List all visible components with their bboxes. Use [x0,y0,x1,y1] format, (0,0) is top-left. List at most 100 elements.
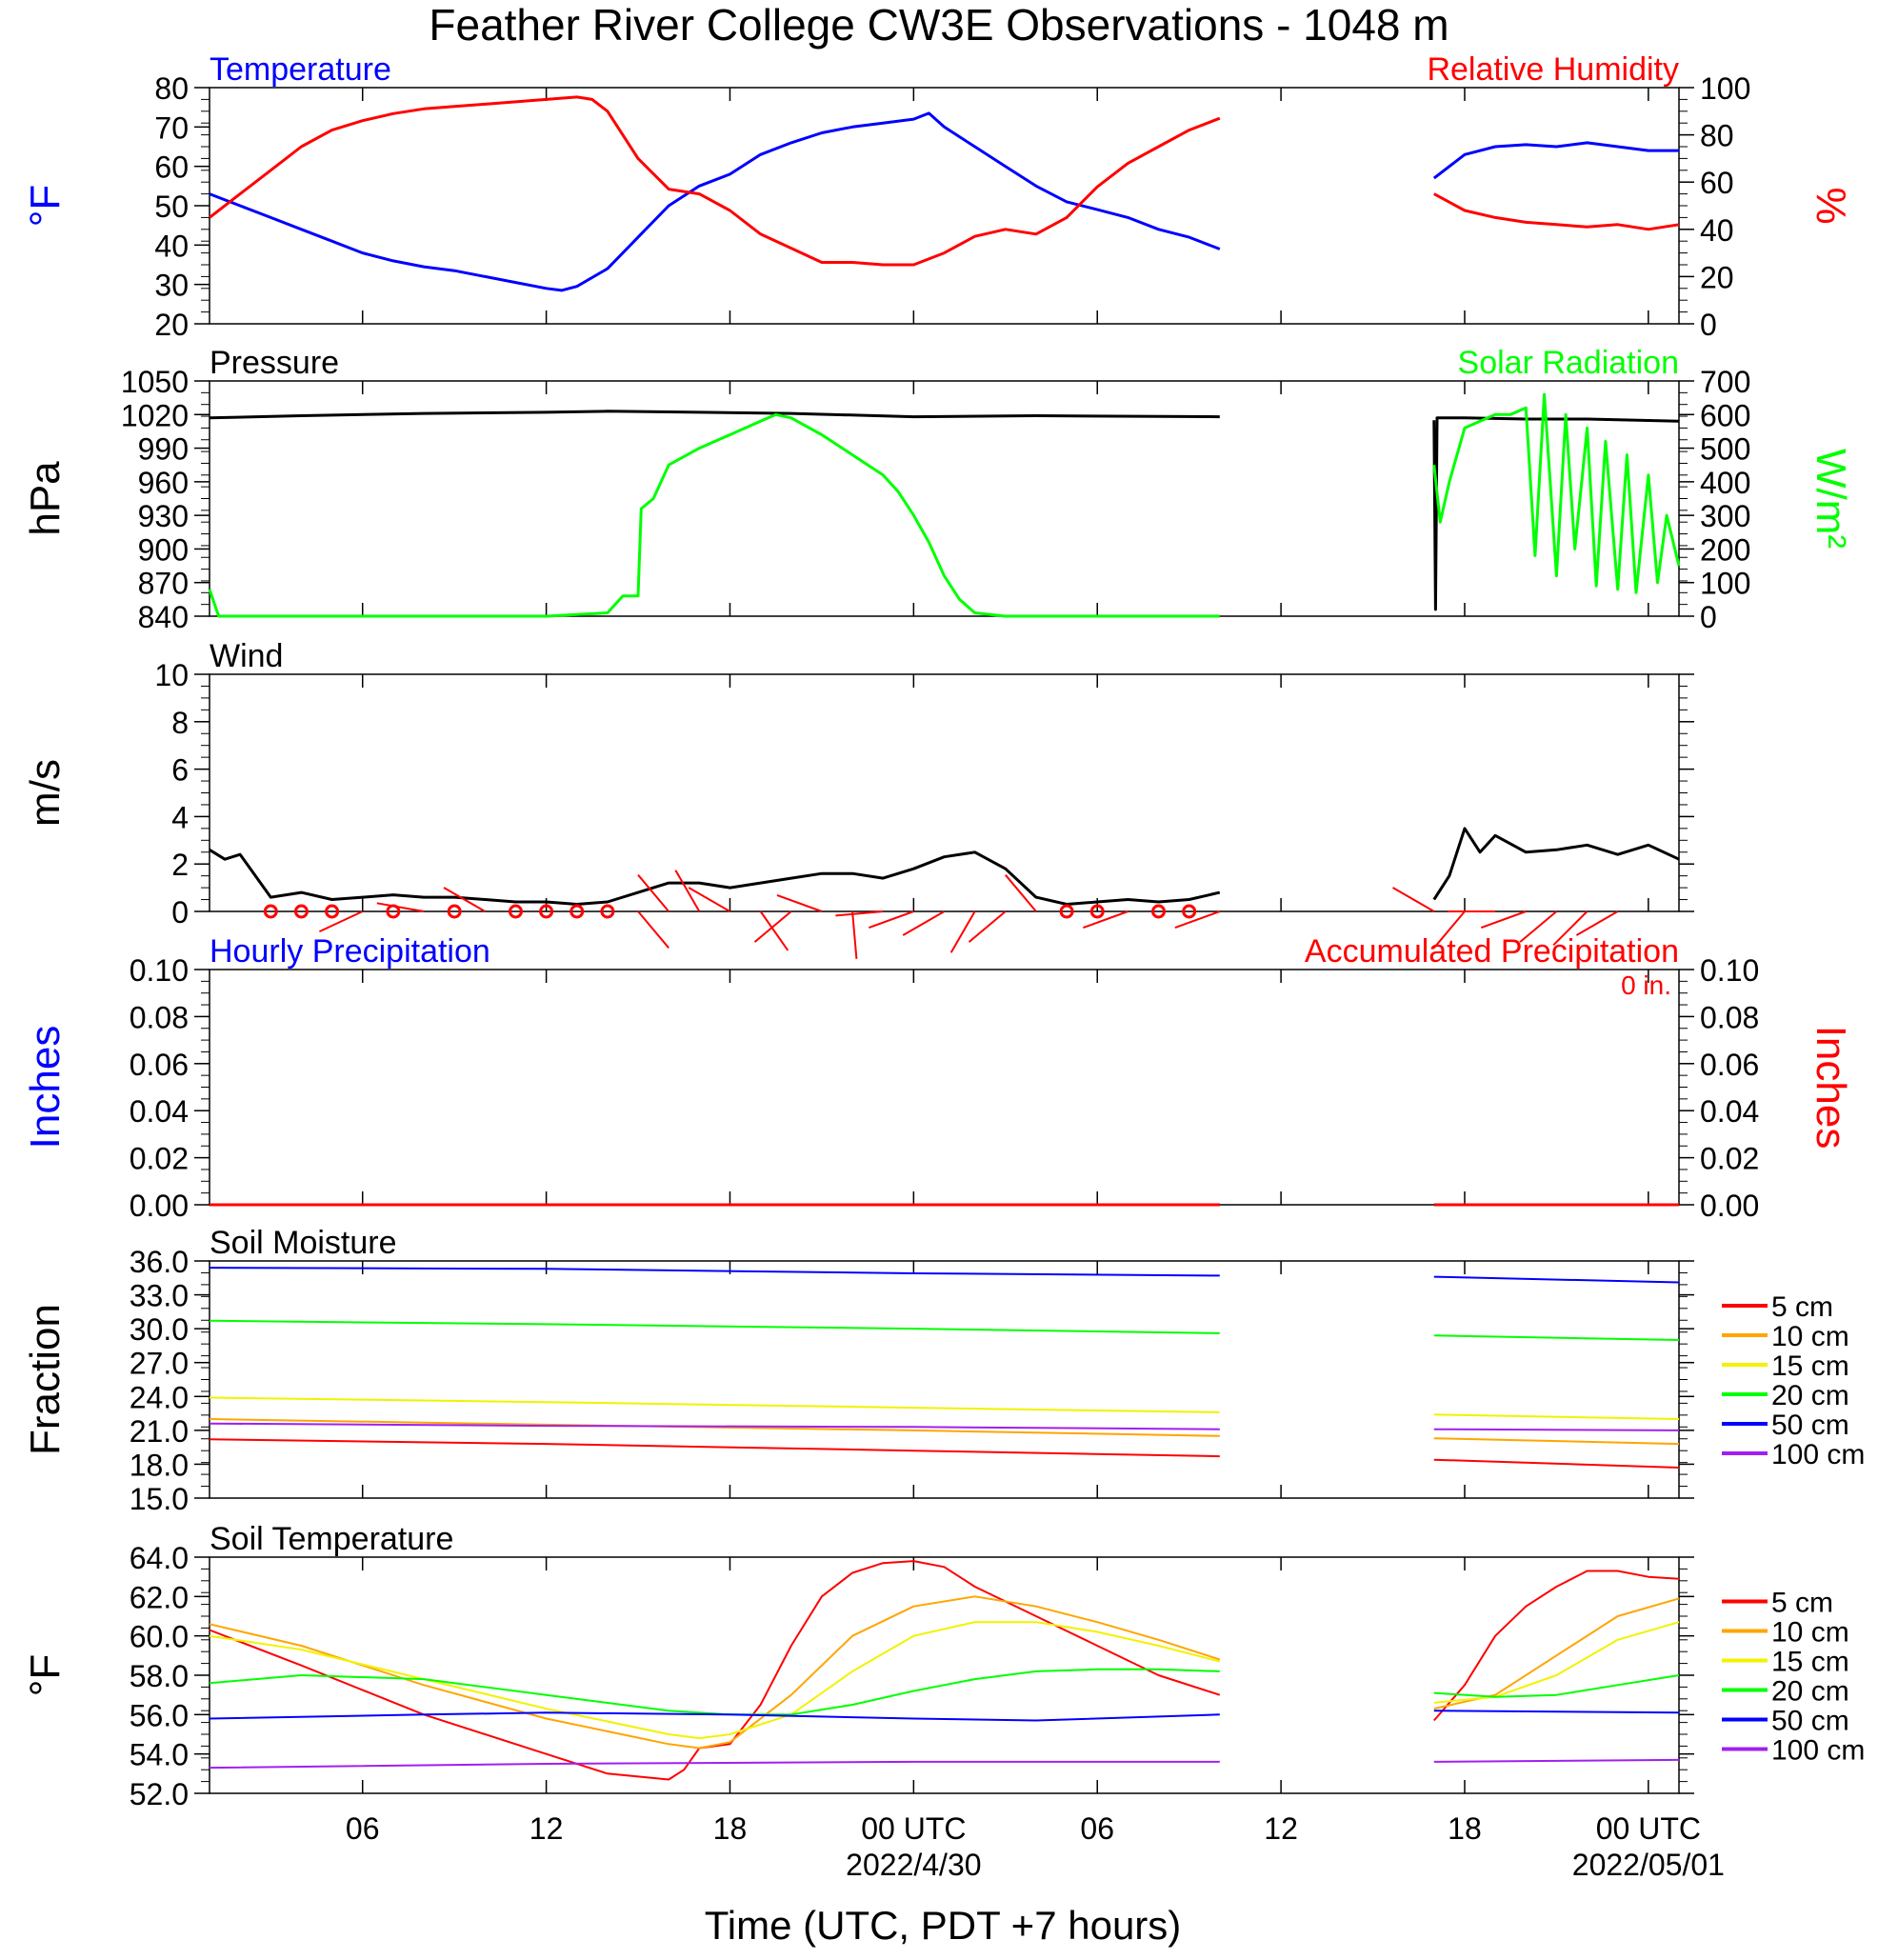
y-tick-label-left: 15.0 [130,1482,189,1516]
legend-label: 50 cm [1771,1706,1849,1737]
y-tick-label-left: 70 [154,110,189,145]
legend-label: 20 cm [1771,1676,1849,1708]
series-line-5-cm [1433,1458,1680,1469]
legend-label: 100 cm [1771,1439,1865,1470]
panel-title-left: Wind [210,638,283,674]
wind-calm-marker [600,904,615,919]
y-tick-label-left: 24.0 [130,1380,189,1414]
wind-barb [1519,910,1558,943]
panel-title-right: Accumulated Precipitation [1305,933,1679,970]
panel-precipitation: 0.00 0.02 0.04 0.06 0.08 0.10 0.00 0.02 0.04 0.06… [22,933,1854,1223]
legend-label: 10 cm [1771,1617,1849,1649]
wind-calm-marker [325,904,340,919]
y-tick-label-left: 870 [138,567,189,601]
wind-calm-marker [1059,904,1074,919]
wind-barb [949,910,976,953]
plot-frame [209,1260,1680,1499]
wind-barb [1552,910,1588,947]
y-tick-label-left: 56.0 [130,1698,189,1732]
y-tick-label-right: 0.06 [1700,1048,1759,1082]
panel-title-left: Temperature [210,51,391,88]
y-tick-label-left: 0 [171,895,189,930]
series-line-15-cm [1433,1621,1680,1704]
series-line-50-cm [209,1267,1220,1277]
wind-barb [1480,910,1527,930]
wind-barb [1174,910,1221,930]
y-tick-label-left: 21.0 [130,1414,189,1449]
y-tick-label-left: 50 [154,190,189,224]
y-tick-label-left: 40 [154,229,189,263]
y-tick-label-left: 8 [171,706,189,740]
y-tick-label-right: 80 [1700,119,1734,153]
y-tick-label-left: 900 [138,532,189,567]
wind-barb [443,887,486,912]
y-axis-label-left: Fraction [22,1304,69,1455]
series-line-pressure [209,410,1220,420]
wind-barb [835,910,884,917]
wind-barb [688,887,730,912]
y-tick-label-left: 930 [138,499,189,533]
panel-wind: 0 2 4 6 8 10 Wind m/s [22,638,1694,959]
y-tick-label-right: 0.10 [1700,953,1759,988]
series-line-wind-speed [1432,827,1680,901]
wind-barb [637,874,669,912]
y-tick-label-left: 62.0 [130,1580,189,1614]
series-line-wind-speed [209,849,1221,906]
y-tick-label-right: 400 [1700,466,1750,500]
y-tick-label-right: 40 [1700,213,1734,248]
y-axis-label-left: m/s [22,759,69,827]
series-line-20-cm [209,1668,1220,1716]
series-line-relative-humidity [1433,192,1680,231]
wind-barb [1575,910,1619,936]
y-tick-label-left: 4 [171,800,189,834]
y-tick-label-left: 20 [154,308,189,342]
wind-barb [1083,910,1129,930]
y-tick-label-right: 600 [1700,398,1750,432]
wind-calm-marker [293,904,309,919]
x-tick-label: 18 [1448,1811,1482,1846]
wind-calm-marker [508,904,523,919]
series-line-15-cm [1433,1413,1680,1420]
y-tick-label-right: 100 [1700,567,1750,601]
y-tick-label-left: 0.04 [130,1094,189,1129]
x-tick-label: 06 [346,1811,380,1846]
panel-title-left: Soil Temperature [210,1521,453,1557]
series-line-10-cm [1433,1437,1680,1446]
y-tick-label-right: 700 [1700,365,1750,399]
panel-title-right: Relative Humidity [1427,51,1679,88]
y-tick-label-left: 1050 [121,365,189,399]
series-line-15-cm [209,1621,1221,1740]
panel-title-left: Soil Moisture [210,1225,397,1261]
y-tick-label-left: 18.0 [130,1448,189,1482]
wind-barb [753,910,792,943]
series-line-20-cm [209,1319,1220,1334]
y-axis-label-left: °F [22,1654,69,1696]
y-tick-label-left: 60.0 [130,1620,189,1654]
y-axis-label-left: hPa [22,461,69,536]
panel-title-right: Solar Radiation [1458,345,1679,381]
y-tick-label-left: 30.0 [130,1312,189,1347]
y-tick-label-left: 54.0 [130,1738,189,1772]
series-line-relative-humidity [209,95,1221,267]
wind-calm-marker [1089,904,1105,919]
series-line-temperature [209,111,1221,292]
wind-barb [968,910,1007,943]
series-line-50-cm [209,1711,1220,1722]
legend-label: 100 cm [1771,1735,1865,1767]
y-tick-label-right: 0.02 [1700,1142,1759,1176]
wind-calm-marker [1151,904,1167,919]
series-line-10-cm [1433,1597,1680,1710]
x-tick-label: 06 [1080,1811,1114,1846]
series-line-5-cm [209,1438,1220,1458]
y-tick-label-left: 58.0 [130,1659,189,1693]
y-tick-label-left: 2 [171,848,189,882]
wind-calm-marker [1182,904,1197,919]
x-tick-label: 18 [713,1811,748,1846]
y-tick-label-left: 840 [138,600,189,634]
wind-barb [318,910,364,933]
chart-title: Feather River College CW3E Observations … [429,0,1448,50]
x-tick-label: 00 UTC [861,1811,966,1846]
y-tick-label-left: 6 [171,753,189,788]
y-tick-label-left: 30 [154,269,189,303]
wind-barb [776,893,823,912]
